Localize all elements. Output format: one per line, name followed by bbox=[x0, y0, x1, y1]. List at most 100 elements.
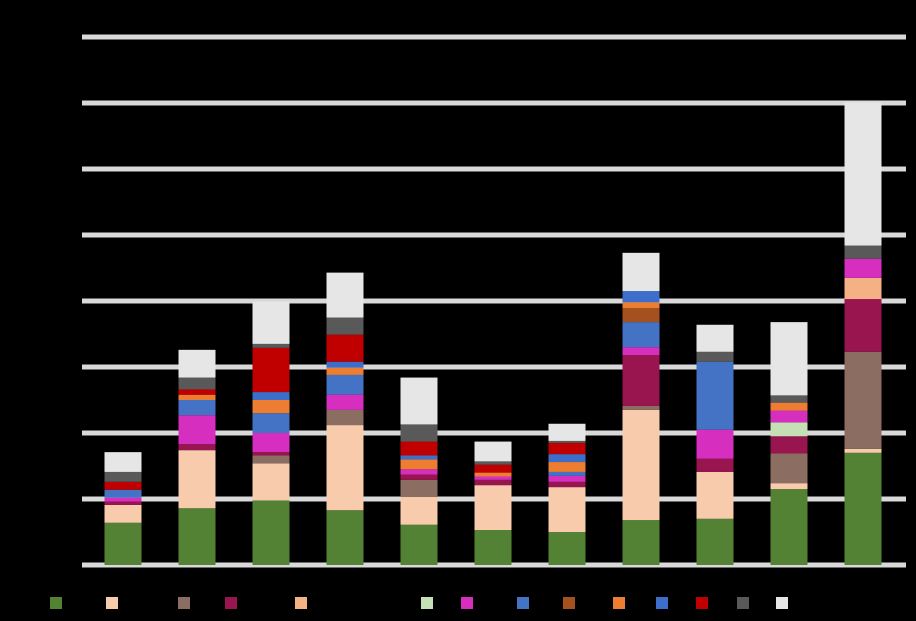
bar-segment bbox=[400, 474, 438, 480]
bar-segment bbox=[104, 481, 142, 490]
bar-segment bbox=[622, 291, 660, 303]
bar-segment bbox=[104, 501, 142, 505]
bar-segment bbox=[622, 405, 660, 410]
legend-swatch bbox=[737, 597, 749, 609]
bar-segment bbox=[252, 400, 290, 414]
bar-segment bbox=[104, 497, 142, 502]
bar-segment bbox=[548, 487, 586, 532]
bar-segment bbox=[252, 500, 290, 565]
bar-segment bbox=[104, 522, 142, 565]
bar-segment bbox=[252, 301, 290, 344]
bar-segment bbox=[400, 524, 438, 565]
bar-segment bbox=[326, 361, 364, 368]
bar-segment bbox=[178, 349, 216, 378]
bar-segment bbox=[622, 302, 660, 309]
bar-segment bbox=[326, 425, 364, 511]
bar-segment bbox=[474, 441, 512, 462]
bar-segment bbox=[400, 377, 438, 425]
bar-segment bbox=[548, 440, 586, 443]
bar-segment bbox=[178, 444, 216, 451]
bar-segment bbox=[474, 479, 512, 486]
bar-segment bbox=[252, 343, 290, 348]
bar-segment bbox=[252, 452, 290, 456]
legend-swatch bbox=[656, 597, 668, 609]
bar-segment bbox=[770, 395, 808, 403]
bar-segment bbox=[326, 367, 364, 375]
legend-swatch bbox=[106, 597, 118, 609]
legend-swatch bbox=[696, 597, 708, 609]
bar-segment bbox=[770, 489, 808, 565]
bar-segment bbox=[548, 462, 586, 472]
legend-swatch bbox=[421, 597, 433, 609]
bar-segment bbox=[178, 450, 216, 509]
bar-segment bbox=[696, 351, 734, 362]
bar-segment bbox=[178, 400, 216, 416]
bar-segment bbox=[252, 347, 290, 393]
bar-segment bbox=[178, 377, 216, 390]
bar-segment bbox=[326, 334, 364, 362]
bar-segment bbox=[696, 361, 734, 430]
bar-segment bbox=[770, 402, 808, 411]
bar-segment bbox=[548, 423, 586, 441]
bar-segment bbox=[548, 454, 586, 463]
bar-segment bbox=[696, 518, 734, 565]
bar-segment bbox=[178, 415, 216, 445]
bar-segment bbox=[252, 433, 290, 453]
bar-segment bbox=[622, 355, 660, 406]
bar-segment bbox=[400, 469, 438, 475]
bar-segment bbox=[548, 475, 586, 482]
bar-segment bbox=[770, 483, 808, 490]
bar-segment bbox=[474, 464, 512, 473]
bar-segment bbox=[622, 322, 660, 348]
bar-segment bbox=[252, 455, 290, 464]
bar-segment bbox=[474, 485, 512, 531]
bar-segment bbox=[548, 481, 586, 488]
bar-segment bbox=[548, 471, 586, 476]
bar-segment bbox=[400, 455, 438, 460]
bar-segment bbox=[104, 504, 142, 523]
legend-swatch bbox=[50, 597, 62, 609]
bar-segment bbox=[252, 413, 290, 433]
bar-segment bbox=[844, 245, 882, 259]
bar-segment bbox=[844, 258, 882, 278]
bar-segment bbox=[326, 272, 364, 318]
bar-segment bbox=[844, 102, 882, 246]
bar-segment bbox=[326, 510, 364, 565]
bar-segment bbox=[474, 476, 512, 480]
legend-swatch bbox=[776, 597, 788, 609]
bar-segment bbox=[696, 458, 734, 472]
bar-segment bbox=[548, 442, 586, 455]
legend-swatch bbox=[563, 597, 575, 609]
bar-segment bbox=[252, 392, 290, 400]
bar-segment bbox=[178, 394, 216, 400]
bar-segment bbox=[474, 461, 512, 465]
legend-swatch bbox=[295, 597, 307, 609]
bar-segment bbox=[770, 410, 808, 423]
bar-segment bbox=[400, 424, 438, 442]
bar-segment bbox=[696, 471, 734, 519]
bar-segment bbox=[104, 489, 142, 498]
bar-segment bbox=[326, 317, 364, 335]
bar-segment bbox=[326, 374, 364, 395]
legend-swatch bbox=[225, 597, 237, 609]
bar-segment bbox=[104, 471, 142, 482]
bar-segment bbox=[770, 322, 808, 396]
bar-segment bbox=[178, 389, 216, 395]
bar-segment bbox=[844, 452, 882, 565]
bar-segment bbox=[622, 520, 660, 565]
bar-segment bbox=[770, 453, 808, 484]
legend-swatch bbox=[517, 597, 529, 609]
bar-segment bbox=[474, 472, 512, 477]
bar-segment bbox=[104, 452, 142, 472]
bar-segment bbox=[622, 409, 660, 521]
legend-swatch bbox=[461, 597, 473, 609]
bar-segment bbox=[178, 508, 216, 565]
bar-segment bbox=[326, 409, 364, 426]
bar-segment bbox=[400, 479, 438, 498]
bar-segment bbox=[844, 299, 882, 352]
bar-segment bbox=[622, 308, 660, 323]
bar-segment bbox=[400, 497, 438, 525]
bar-segment bbox=[400, 441, 438, 456]
